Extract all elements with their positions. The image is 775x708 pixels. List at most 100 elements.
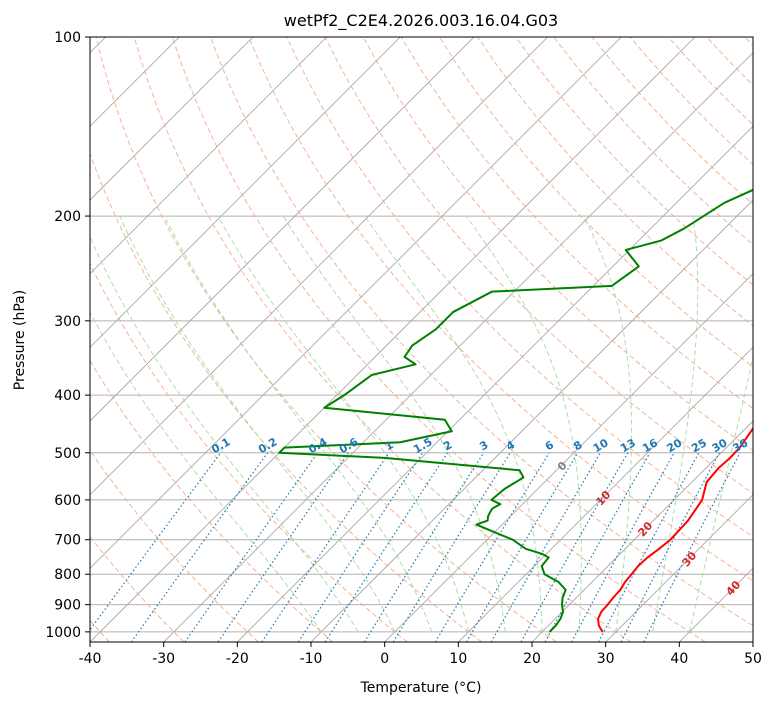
profile-lines [278, 188, 753, 633]
dry-adiabat-label: 20 [635, 519, 655, 539]
dry-adiabat-line [362, 37, 753, 452]
x-tick-label: 30 [597, 651, 615, 667]
y-tick-label: 600 [54, 493, 81, 509]
isotherm-line [163, 52, 753, 642]
isotherm-line [90, 37, 622, 569]
isotherm-line [679, 567, 753, 642]
dry-adiabat-line [706, 37, 753, 86]
dry-adiabat-line [477, 37, 753, 327]
y-tick-label: 800 [54, 567, 81, 583]
dry-adiabat-line [324, 37, 753, 494]
dry-adiabat-label: 30 [679, 549, 699, 569]
isotherm-line [90, 37, 548, 496]
mixing-ratio-line [184, 452, 319, 642]
dry-adiabat-line [90, 535, 185, 642]
y-tick-label: 400 [54, 388, 81, 404]
mixing-ratio-line [217, 452, 349, 642]
dry-adiabat-line [400, 37, 753, 409]
isotherm-line [90, 37, 401, 348]
mixing-ratio-line [620, 452, 720, 642]
dry-adiabat-line [95, 37, 557, 642]
isotherm-line [458, 346, 753, 642]
plot-frame [89, 36, 754, 643]
background-lines [90, 37, 753, 642]
mixing-ratio-line [130, 452, 269, 642]
isotherm-line [90, 37, 254, 201]
dry-adiabat-line [210, 37, 753, 627]
mixing-ratio-label: 4 [504, 438, 517, 453]
dry-adiabat-line [90, 359, 334, 642]
mixing-ratio-label: 2 [441, 438, 454, 453]
moist-adiabat-line [90, 235, 359, 633]
dry-adiabat-line [171, 37, 706, 642]
x-tick-label: -20 [226, 651, 249, 667]
x-tick-label: 0 [380, 651, 389, 667]
isotherm-line [605, 494, 753, 642]
dry-adiabat-line [668, 37, 753, 126]
dry-adiabat-line [744, 37, 753, 47]
dry-adiabat-line [90, 449, 259, 642]
dry-adiabat-line [286, 37, 753, 538]
x-tick-label: 20 [523, 651, 541, 667]
axis-ticks: -40 -30 -20 -10 0 10 20 30 40 5010020030040050060… [45, 30, 762, 667]
moist-adiabat-line [217, 215, 469, 632]
moist-adiabat-line [652, 216, 699, 632]
mixing-ratio-label: 3 [477, 438, 490, 453]
mixing-ratio-line [571, 452, 675, 642]
moist-adiabat-line [364, 215, 543, 632]
line-labels: 0.1 0.2 0.4 0.6 1 1.5 2 3 4 6 8 10 13 16 20 25 30 3601020… [209, 435, 750, 598]
mixing-ratio-line [363, 452, 485, 642]
isotherm-line [90, 37, 475, 422]
x-tick-label: -30 [152, 651, 175, 667]
x-axis-label: Temperature (°C) [360, 680, 482, 696]
mixing-ratio-line [520, 452, 629, 642]
dry-adiabat-label: 10 [593, 488, 613, 508]
y-tick-label: 200 [54, 209, 81, 225]
chart-title: wetPf2_C2E4.2026.003.16.04.G03 [284, 11, 558, 31]
y-axis-label: Pressure (hPa) [12, 290, 28, 390]
x-tick-label: 10 [449, 651, 467, 667]
x-tick-label: -40 [79, 651, 102, 667]
y-tick-label: 500 [54, 446, 81, 462]
isotherm-line [237, 125, 753, 642]
mixing-ratio-line [598, 452, 700, 642]
isotherm-line [531, 420, 753, 642]
dry-adiabat-line [515, 37, 753, 286]
dry-adiabat-line [90, 152, 483, 642]
mixing-ratio-line [261, 452, 390, 642]
dry-adiabat-line [133, 37, 632, 642]
x-tick-label: 50 [744, 651, 762, 667]
y-tick-label: 100 [54, 30, 81, 46]
mixing-ratio-line [297, 452, 424, 642]
mixing-ratio-label: 1 [383, 438, 396, 453]
y-tick-label: 700 [54, 533, 81, 549]
y-tick-label: 900 [54, 598, 81, 614]
isotherm-line [752, 641, 753, 642]
moist-adiabat-line [119, 215, 396, 633]
moist-adiabat-line [282, 215, 506, 632]
mixing-ratio-line [490, 452, 601, 642]
mixing-ratio-line [643, 452, 741, 642]
dry-adiabat-line [90, 262, 408, 642]
mixing-ratio-line [324, 452, 449, 642]
isotherm-line [384, 273, 753, 642]
y-tick-label: 300 [54, 314, 81, 330]
dry-adiabat-line [591, 37, 753, 206]
x-tick-label: 40 [670, 651, 688, 667]
dry-adiabat-line [248, 37, 753, 582]
isotherm-line [90, 37, 327, 275]
moist-adiabat-line [90, 311, 322, 633]
dry-adiabat-label: 0 [555, 459, 570, 474]
x-tick-label: -10 [300, 651, 323, 667]
mixing-ratio-line [544, 452, 651, 642]
dewpoint-line [278, 188, 753, 633]
isotherm-line [310, 199, 753, 642]
moist-adiabat-line [583, 215, 633, 632]
y-tick-label: 1000 [45, 625, 81, 641]
temperature-line [597, 426, 753, 633]
isotherm-line [90, 37, 696, 642]
mixing-ratio-line [90, 452, 222, 631]
mixing-ratio-label: 6 [543, 438, 556, 453]
moist-adiabat-line [465, 215, 582, 632]
